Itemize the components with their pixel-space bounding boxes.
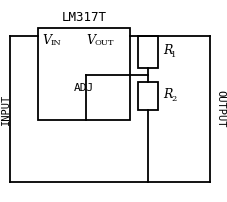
Text: V: V xyxy=(86,34,95,47)
Text: LM317T: LM317T xyxy=(61,11,106,24)
Text: OUT: OUT xyxy=(95,39,114,47)
Text: OUTPUT: OUTPUT xyxy=(214,90,224,128)
Text: R: R xyxy=(162,43,172,57)
Text: INPUT: INPUT xyxy=(1,93,11,125)
Text: R: R xyxy=(162,87,172,101)
Bar xyxy=(38,28,129,120)
Bar xyxy=(137,36,157,68)
Bar xyxy=(137,82,157,110)
Text: 2: 2 xyxy=(170,95,175,103)
Text: ADJ: ADJ xyxy=(74,83,94,93)
Text: 1: 1 xyxy=(170,51,176,59)
Text: IN: IN xyxy=(51,39,62,47)
Text: V: V xyxy=(42,34,51,47)
